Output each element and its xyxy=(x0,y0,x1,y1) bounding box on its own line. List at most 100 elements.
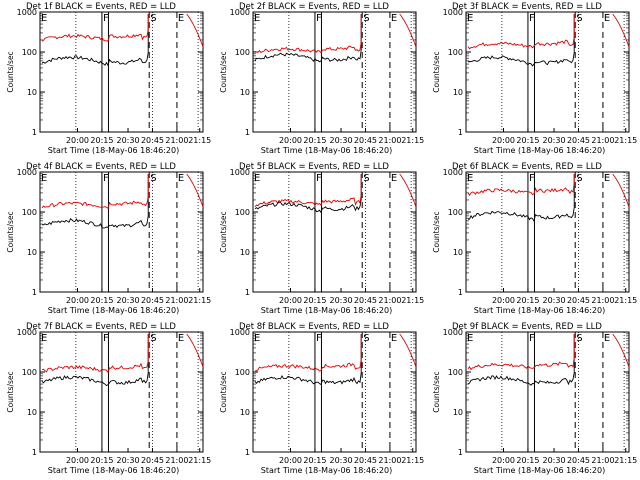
y-tick-label: 100 xyxy=(235,368,250,377)
y-tick-label: 10 xyxy=(27,408,37,417)
events-series-line xyxy=(254,174,362,214)
marker-S: S xyxy=(150,13,156,24)
x-tick-label: 21:15 xyxy=(188,456,211,465)
y-tick-label: 100 xyxy=(22,48,37,57)
marker-F: F xyxy=(316,13,322,24)
plot-frame xyxy=(465,331,630,453)
x-tick-label: 21:00 xyxy=(591,136,614,145)
marker-S: S xyxy=(363,173,369,184)
x-tick-label: 21:00 xyxy=(165,456,188,465)
marker-F: F xyxy=(316,333,322,344)
marker-E: E xyxy=(178,13,184,24)
lld-decay-line xyxy=(612,173,630,208)
x-axis-label: Start Time (18-May-06 18:46:20) xyxy=(261,466,392,475)
x-tick-label: 20:30 xyxy=(329,136,352,145)
x-tick-label: 21:00 xyxy=(591,456,614,465)
x-tick-label: 20:15 xyxy=(516,456,539,465)
marker-S: S xyxy=(576,333,582,344)
marker-E-left: E xyxy=(254,333,260,344)
marker-F: F xyxy=(529,13,535,24)
y-tick-label: 1000 xyxy=(17,168,37,177)
y-tick-label: 100 xyxy=(448,368,463,377)
y-tick-label: 1000 xyxy=(17,328,37,337)
marker-F: F xyxy=(103,13,109,24)
y-tick-label: 100 xyxy=(22,368,37,377)
marker-F: F xyxy=(529,173,535,184)
plot-frame xyxy=(465,171,630,293)
y-axis-label: Counts/sec xyxy=(6,211,15,252)
lld-series-line xyxy=(41,14,149,42)
x-tick-label: 20:15 xyxy=(303,296,326,305)
lld-series-line xyxy=(254,174,362,208)
y-tick-label: 1000 xyxy=(230,8,250,17)
lld-series-line xyxy=(41,334,149,374)
marker-F: F xyxy=(316,173,322,184)
panel-7: Det 7f BLACK = Events, RED = LLD 1 10 100 10… xyxy=(6,322,211,475)
marker-E: E xyxy=(604,333,610,344)
x-tick-label: 21:15 xyxy=(401,136,424,145)
y-axis-label: Counts/sec xyxy=(219,51,228,92)
x-tick-label: 20:00 xyxy=(492,136,515,145)
x-tick-label: 20:15 xyxy=(516,296,539,305)
panel-9: Det 9f BLACK = Events, RED = LLD 1 10 100 10… xyxy=(432,322,637,475)
y-tick-label: 1000 xyxy=(443,8,463,17)
x-tick-label: 20:30 xyxy=(116,136,139,145)
x-tick-label: 20:00 xyxy=(492,456,515,465)
panel-4: Det 4f BLACK = Events, RED = LLD 1 10 100 10… xyxy=(6,162,211,315)
x-tick-label: 20:00 xyxy=(492,296,515,305)
marker-E-left: E xyxy=(41,333,47,344)
marker-E-left: E xyxy=(467,333,473,344)
y-tick-label: 1000 xyxy=(230,328,250,337)
events-series-line xyxy=(41,174,149,229)
x-tick-label: 21:00 xyxy=(165,296,188,305)
y-tick-label: 1 xyxy=(32,448,37,457)
x-tick-label: 20:15 xyxy=(90,296,113,305)
y-axis-label: Counts/sec xyxy=(432,51,441,92)
y-tick-label: 10 xyxy=(27,248,37,257)
x-tick-label: 20:30 xyxy=(329,456,352,465)
x-tick-label: 20:45 xyxy=(141,296,164,305)
x-tick-label: 21:15 xyxy=(401,296,424,305)
panel-1: Det 1f BLACK = Events, RED = LLD 1 10 100 10… xyxy=(6,2,211,155)
events-series-line xyxy=(467,14,575,67)
x-tick-label: 20:30 xyxy=(329,296,352,305)
lld-series-line xyxy=(254,14,362,54)
events-series-line xyxy=(41,14,149,67)
plot-frame xyxy=(39,11,204,133)
y-tick-label: 1 xyxy=(245,128,250,137)
plot-frame xyxy=(252,331,417,453)
lld-decay-line xyxy=(612,333,630,368)
events-series-line xyxy=(41,334,149,387)
marker-E: E xyxy=(391,173,397,184)
marker-E: E xyxy=(391,333,397,344)
marker-E-left: E xyxy=(254,173,260,184)
y-tick-label: 100 xyxy=(448,48,463,57)
y-tick-label: 1 xyxy=(32,128,37,137)
panel-3: Det 3f BLACK = Events, RED = LLD 1 10 100 10… xyxy=(432,2,637,155)
y-tick-label: 1000 xyxy=(443,328,463,337)
y-tick-label: 1 xyxy=(32,288,37,297)
y-tick-label: 100 xyxy=(235,48,250,57)
marker-E: E xyxy=(604,13,610,24)
x-tick-label: 20:00 xyxy=(279,296,302,305)
x-axis-label: Start Time (18-May-06 18:46:20) xyxy=(48,466,179,475)
panel-title: Det 9f BLACK = Events, RED = LLD xyxy=(452,322,602,332)
marker-F: F xyxy=(529,333,535,344)
marker-E-left: E xyxy=(254,13,260,24)
x-tick-label: 20:30 xyxy=(542,456,565,465)
x-tick-label: 20:45 xyxy=(354,296,377,305)
marker-E-left: E xyxy=(41,173,47,184)
events-series-line xyxy=(254,334,362,386)
lld-decay-line xyxy=(399,333,417,368)
plot-frame xyxy=(252,11,417,133)
panel-title: Det 3f BLACK = Events, RED = LLD xyxy=(452,2,602,12)
y-axis-label: Counts/sec xyxy=(432,371,441,412)
plot-frame xyxy=(39,171,204,293)
panel-title: Det 2f BLACK = Events, RED = LLD xyxy=(239,2,389,12)
y-tick-label: 10 xyxy=(453,408,463,417)
x-tick-label: 20:00 xyxy=(66,136,89,145)
events-series-line xyxy=(467,334,575,386)
panel-title: Det 6f BLACK = Events, RED = LLD xyxy=(452,162,602,172)
marker-S: S xyxy=(150,333,156,344)
